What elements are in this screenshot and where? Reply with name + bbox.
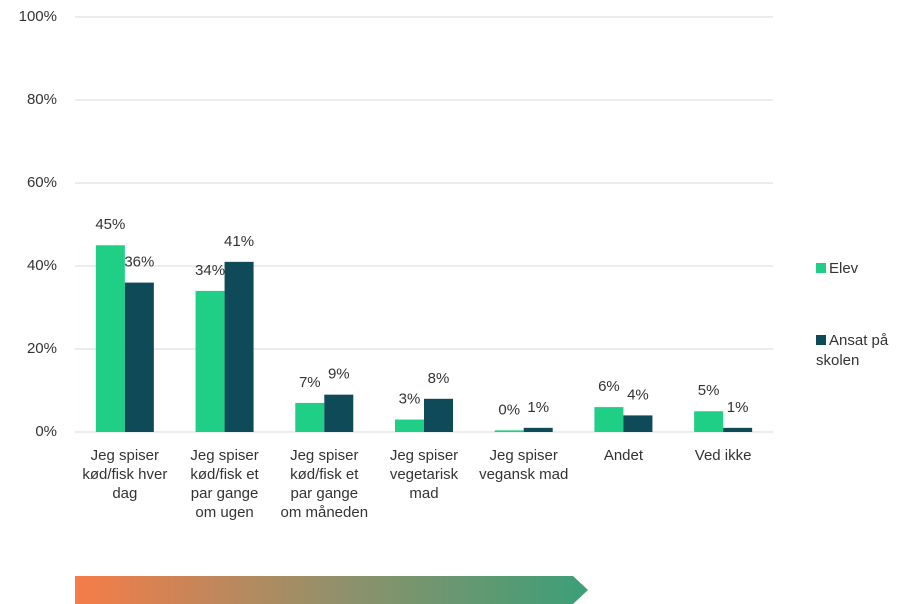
bar bbox=[424, 398, 453, 432]
x-tick-label: Jeg spiser kød/fisk et par gange om måne… bbox=[280, 447, 369, 521]
bar bbox=[295, 402, 325, 432]
legend-item: Ansat på skolen bbox=[816, 331, 901, 371]
value-label: 9% bbox=[328, 366, 350, 383]
y-tick-label: 20% bbox=[27, 340, 57, 357]
value-label: 8% bbox=[428, 370, 450, 387]
bar bbox=[623, 415, 653, 432]
x-tick-label: Jeg spiser vegansk mad bbox=[479, 447, 569, 483]
x-tick-label: Jeg spiser kød/fisk et par gange om ugen bbox=[190, 447, 259, 521]
legend-label: Elev bbox=[829, 260, 859, 277]
value-label: 5% bbox=[698, 382, 720, 399]
value-label: 34% bbox=[195, 262, 225, 279]
x-tick-label: Ved ikke bbox=[694, 447, 752, 464]
value-label: 36% bbox=[124, 254, 154, 271]
y-tick-label: 0% bbox=[35, 423, 57, 440]
legend-label: Ansat på skolen bbox=[816, 332, 889, 369]
bar bbox=[723, 427, 753, 432]
bar bbox=[694, 411, 724, 432]
value-label: 6% bbox=[598, 378, 620, 395]
gradient-arrow bbox=[75, 576, 588, 604]
bar bbox=[95, 245, 125, 432]
bar bbox=[395, 419, 424, 432]
value-label: 0% bbox=[498, 401, 520, 418]
x-tick-label: Jeg spiser kød/fisk hver dag bbox=[82, 447, 168, 502]
value-label: 1% bbox=[527, 399, 549, 416]
value-label: 45% bbox=[95, 216, 125, 233]
value-label: 4% bbox=[627, 386, 649, 403]
y-tick-label: 60% bbox=[27, 174, 57, 191]
legend-item: Elev bbox=[816, 259, 901, 279]
legend-swatch bbox=[816, 263, 826, 273]
legend-swatch bbox=[816, 335, 826, 345]
value-label: 1% bbox=[727, 399, 749, 416]
x-tick-label: Andet bbox=[603, 447, 644, 464]
y-tick-label: 40% bbox=[27, 257, 57, 274]
bar bbox=[124, 282, 154, 432]
bar bbox=[195, 290, 225, 432]
bar bbox=[224, 261, 254, 432]
y-tick-label: 80% bbox=[27, 91, 57, 108]
value-label: 3% bbox=[399, 391, 421, 408]
y-tick-label: 100% bbox=[19, 8, 57, 25]
bar bbox=[594, 407, 624, 432]
x-tick-label: Jeg spiser vegetarisk mad bbox=[389, 447, 459, 502]
bar bbox=[523, 427, 553, 432]
value-label: 41% bbox=[224, 233, 254, 250]
value-label: 7% bbox=[299, 374, 321, 391]
bar bbox=[494, 430, 524, 432]
bar bbox=[324, 394, 354, 432]
